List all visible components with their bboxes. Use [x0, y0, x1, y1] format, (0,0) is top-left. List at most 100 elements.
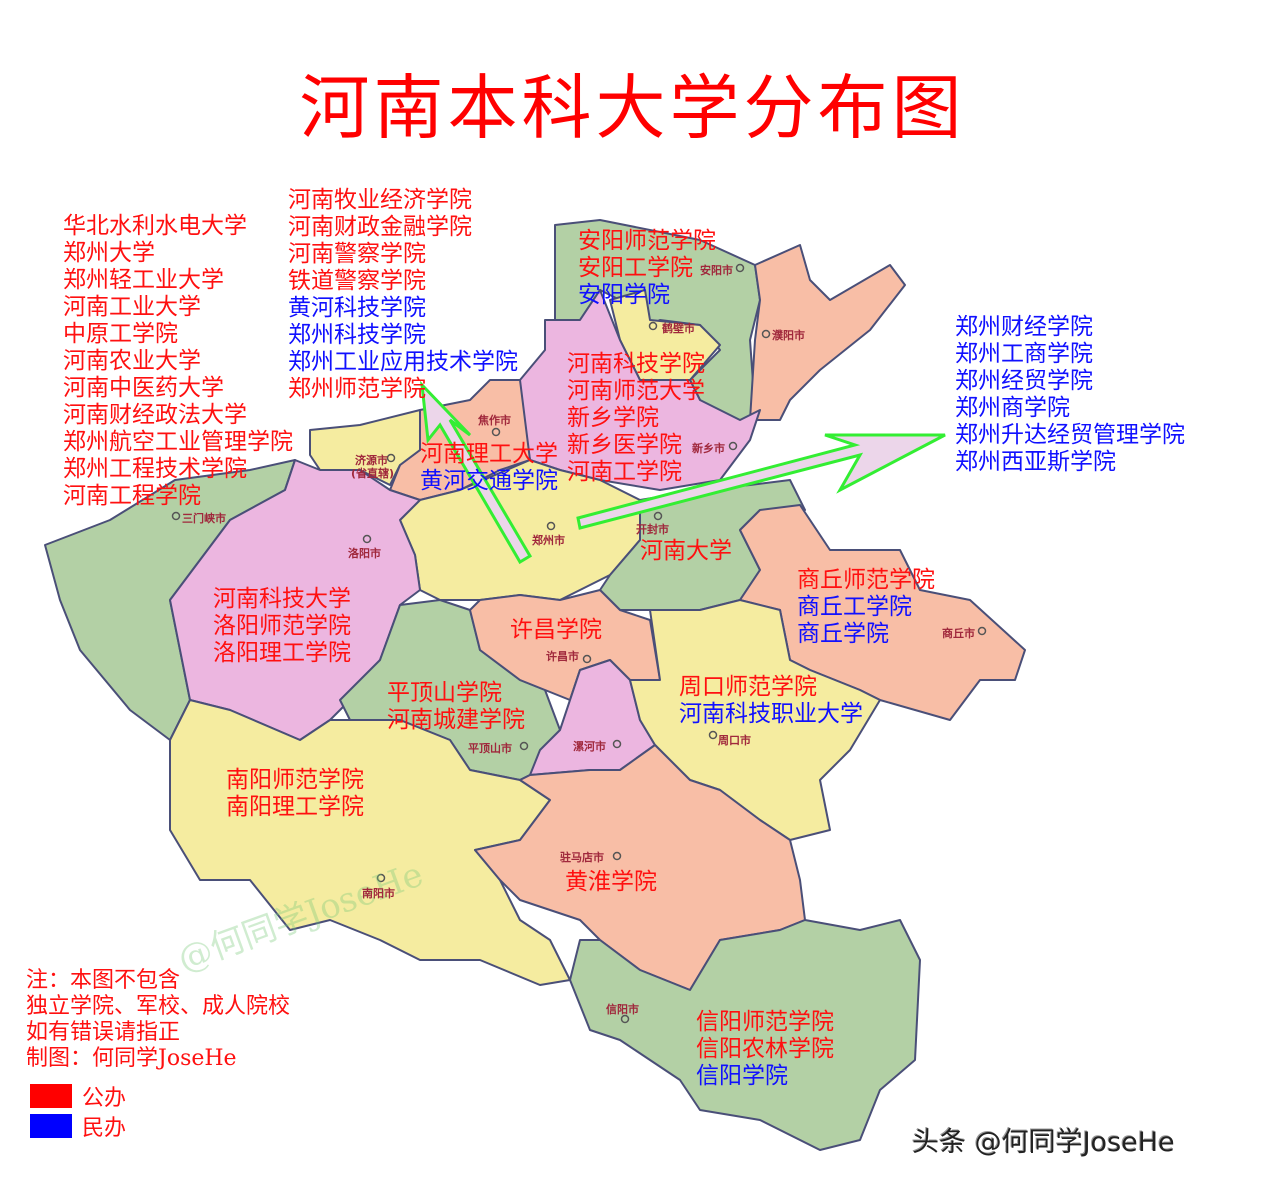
university-list-pingdingshan: 平顶山学院 河南城建学院 — [387, 680, 525, 734]
city-label-zhumadian: 驻马店市 — [560, 851, 604, 864]
note-line: 独立学院、军校、成人院校 — [26, 994, 291, 1019]
university-list-luoyang: 河南科技大学 洛阳师范学院 洛阳理工学院 — [213, 586, 351, 667]
university-item: 商丘学院 — [797, 621, 889, 647]
city-label-xuchang: 许昌市 — [546, 650, 579, 663]
university-item: 郑州科技学院 — [288, 322, 426, 348]
city-label-nanyang: 南阳市 — [362, 887, 395, 900]
region-xinyang — [569, 919, 921, 1151]
city-label-zhengzhou: 郑州市 — [532, 534, 565, 547]
university-item: 河南中医药大学 — [63, 375, 224, 401]
university-list-shangqiu: 商丘师范学院 商丘工学院 商丘学院 — [797, 567, 935, 648]
university-list-nanyang: 南阳师范学院 南阳理工学院 — [226, 767, 364, 821]
university-item: 周口师范学院 — [679, 674, 817, 700]
university-item: 南阳理工学院 — [226, 794, 364, 820]
university-item: 洛阳理工学院 — [213, 640, 351, 666]
university-item: 郑州西亚斯学院 — [955, 449, 1116, 475]
university-item: 郑州师范学院 — [288, 376, 426, 402]
city-label-zhoukou: 周口市 — [718, 734, 751, 747]
university-item: 河南工程学院 — [63, 483, 201, 509]
university-item: 河南大学 — [640, 538, 732, 564]
university-item: 河南科技职业大学 — [679, 701, 863, 727]
city-label-puyang: 濮阳市 — [772, 329, 805, 342]
university-item: 安阳学院 — [578, 282, 670, 308]
university-item: 信阳农林学院 — [696, 1036, 834, 1062]
university-item: 河南牧业经济学院 — [288, 187, 472, 213]
university-item: 河南财政金融学院 — [288, 214, 472, 240]
university-item: 郑州工程技术学院 — [63, 456, 247, 482]
city-label-shangqiu: 商丘市 — [942, 627, 975, 640]
university-item: 华北水利水电大学 — [63, 213, 247, 239]
legend-public: 公办 — [30, 1080, 126, 1112]
city-label-xinxiang: 新乡市 — [692, 442, 725, 455]
city-label-xinyang: 信阳市 — [606, 1003, 639, 1016]
university-item: 郑州航空工业管理学院 — [63, 429, 293, 455]
note-line: 制图：何同学JoseHe — [26, 1046, 237, 1071]
university-item: 黄河科技学院 — [288, 295, 426, 321]
legend-swatch-public — [30, 1084, 72, 1108]
university-item: 信阳师范学院 — [696, 1009, 834, 1035]
university-item: 商丘工学院 — [797, 594, 912, 620]
region-puyang — [749, 244, 906, 421]
university-item: 河南工业大学 — [63, 294, 201, 320]
university-item: 河南农业大学 — [63, 348, 201, 374]
legend-swatch-private — [30, 1114, 72, 1138]
university-item: 郑州轻工业大学 — [63, 267, 224, 293]
university-item: 河南城建学院 — [387, 707, 525, 733]
university-list-xinxiang: 河南科技学院 河南师范大学 新乡学院 新乡医学院 河南工学院 — [567, 351, 705, 486]
note-line: 注：本图不包含 — [26, 968, 181, 993]
university-item: 商丘师范学院 — [797, 567, 935, 593]
university-item: 郑州财经学院 — [955, 314, 1093, 340]
source-credit: 头条 @何同学JoseHe — [912, 1127, 1175, 1158]
city-label-pingdingshan: 平顶山市 — [468, 742, 512, 755]
university-item: 郑州商学院 — [955, 395, 1070, 421]
university-item: 河南警察学院 — [288, 241, 426, 267]
university-item: 南阳师范学院 — [226, 767, 364, 793]
university-item: 黄淮学院 — [565, 869, 657, 895]
university-list-jiaozuo: 河南理工大学 黄河交通学院 — [420, 441, 558, 495]
city-label-kaifeng: 开封市 — [636, 523, 669, 536]
city-label-jiaozuo: 焦作市 — [478, 414, 511, 427]
university-item: 新乡学院 — [567, 405, 659, 431]
university-item: 洛阳师范学院 — [213, 613, 351, 639]
legend-private: 民办 — [30, 1110, 126, 1142]
city-label-luohe: 漯河市 — [573, 740, 606, 753]
arrow-to-east-list — [576, 433, 946, 530]
university-list-anyang: 安阳师范学院 安阳工学院 安阳学院 — [578, 228, 716, 309]
university-list-zhoukou: 周口师范学院 河南科技职业大学 — [679, 674, 863, 728]
note-line: 如有错误请指正 — [26, 1020, 181, 1045]
city-label-anyang: 安阳市 — [700, 264, 733, 277]
university-item: 河南科技大学 — [213, 586, 351, 612]
region-jiyuan — [309, 409, 421, 486]
university-list-xinyang: 信阳师范学院 信阳农林学院 信阳学院 — [696, 1009, 834, 1090]
university-item: 河南理工大学 — [420, 441, 558, 467]
university-item: 黄河交通学院 — [420, 468, 558, 494]
university-item: 中原工学院 — [63, 321, 178, 347]
university-item: 平顶山学院 — [387, 680, 502, 706]
university-item: 郑州经贸学院 — [955, 368, 1093, 394]
city-label-sanmenxia: 三门峡市 — [182, 512, 226, 525]
university-list-zhumadian: 黄淮学院 — [565, 869, 657, 896]
university-item: 郑州工业应用技术学院 — [288, 349, 518, 375]
university-list-zhengzhou-b: 河南牧业经济学院 河南财政金融学院 河南警察学院 铁道警察学院 黄河科技学院 郑州科技学院… — [288, 187, 518, 403]
university-item: 许昌学院 — [510, 617, 602, 643]
page-title: 河南本科大学分布图 — [299, 67, 966, 149]
map-note: 注：本图不包含 独立学院、军校、成人院校 如有错误请指正 制图：何同学JoseH… — [26, 968, 290, 1072]
university-item: 安阳师范学院 — [578, 228, 716, 254]
university-item: 河南工学院 — [567, 459, 682, 485]
arrow-to-north-list — [420, 380, 533, 565]
university-list-xuchang: 许昌学院 — [510, 617, 602, 644]
legend-label-private: 民办 — [82, 1116, 127, 1141]
university-list-zhengzhou-a: 华北水利水电大学 郑州大学 郑州轻工业大学 河南工业大学 中原工学院 河南农业大学 河南中医… — [63, 213, 293, 510]
city-label-jiyuan-note: (省直辖) — [351, 467, 395, 480]
legend-label-public: 公办 — [82, 1086, 127, 1111]
university-item: 郑州升达经贸管理学院 — [955, 422, 1185, 448]
university-item: 信阳学院 — [696, 1063, 788, 1089]
city-label-luoyang: 洛阳市 — [348, 547, 381, 560]
university-item: 河南师范大学 — [567, 378, 705, 404]
university-item: 河南科技学院 — [567, 351, 705, 377]
city-markers — [171, 263, 987, 1024]
university-item: 郑州大学 — [63, 240, 155, 266]
university-item: 新乡医学院 — [567, 432, 682, 458]
